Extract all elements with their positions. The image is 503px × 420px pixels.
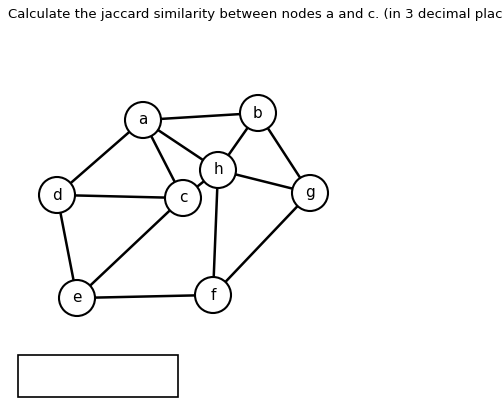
Circle shape xyxy=(165,180,201,216)
Text: h: h xyxy=(213,163,223,178)
Circle shape xyxy=(200,152,236,188)
Text: Calculate the jaccard similarity between nodes a and c. (in 3 decimal places): Calculate the jaccard similarity between… xyxy=(8,8,503,21)
Circle shape xyxy=(39,177,75,213)
Text: d: d xyxy=(52,187,62,202)
Circle shape xyxy=(240,95,276,131)
Circle shape xyxy=(195,277,231,313)
Text: e: e xyxy=(72,291,82,305)
Text: g: g xyxy=(305,186,315,200)
Circle shape xyxy=(125,102,161,138)
Bar xyxy=(18,355,178,397)
Text: f: f xyxy=(210,288,216,302)
Circle shape xyxy=(292,175,328,211)
Text: c: c xyxy=(179,191,187,205)
Circle shape xyxy=(59,280,95,316)
Text: b: b xyxy=(253,105,263,121)
Text: a: a xyxy=(138,113,148,128)
